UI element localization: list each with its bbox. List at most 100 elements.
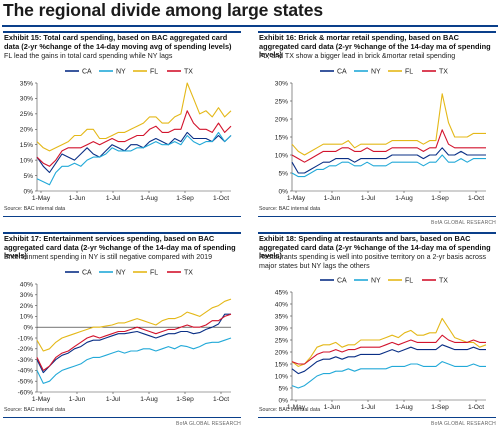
panel-rule xyxy=(3,232,241,234)
y-tick-label: 0% xyxy=(278,188,288,195)
y-tick-label: 0% xyxy=(278,397,288,404)
y-tick-label: 30% xyxy=(275,80,288,87)
x-tick-label: 1-Oct xyxy=(213,396,229,403)
x-tick-label: 1-Jul xyxy=(106,396,121,403)
y-tick-label: 20% xyxy=(275,349,288,356)
y-tick-label: -20% xyxy=(18,346,34,353)
series-line-tx xyxy=(291,129,486,163)
legend-label-fl: FL xyxy=(150,270,158,277)
legend-label-ny: NY xyxy=(371,69,381,76)
y-tick-label: 40% xyxy=(275,301,288,308)
y-tick-label: 10% xyxy=(275,373,288,380)
exhibit-subtitle: Restaurants spending is well into positi… xyxy=(259,253,487,270)
y-tick-label: 30% xyxy=(20,292,33,299)
legend: CA NY FL TX xyxy=(65,69,193,76)
y-tick-label: 15% xyxy=(275,361,288,368)
y-tick-label: 5% xyxy=(278,170,288,177)
series-line-ca xyxy=(291,344,486,375)
series-line-ny xyxy=(36,131,232,186)
x-tick-label: 1-Aug xyxy=(140,195,158,202)
y-tick-label: 25% xyxy=(20,111,33,118)
exhibit-18-chart: CA NY FL TX 0% 5% 10% 15% 20% 25% 30% 35% 40% 45% 1-Ma… xyxy=(275,278,487,411)
exhibit-title: Exhibit 15: Total card spending, based o… xyxy=(4,33,232,51)
y-tick-label: 30% xyxy=(20,96,33,103)
x-tick-label: 1-Sep xyxy=(176,195,194,202)
exhibit-title: Exhibit 18: Spending at restaurants and … xyxy=(259,234,491,261)
y-tick-label: 30% xyxy=(275,325,288,332)
source-note: Source: BAC internal data xyxy=(259,407,321,413)
y-tick-label: -10% xyxy=(18,335,34,342)
x-tick-label: 1-May xyxy=(287,404,306,411)
source-note: Source: BAC internal data xyxy=(4,206,66,212)
x-tick-label: 1-Sep xyxy=(431,404,449,411)
x-tick-label: 1-Jun xyxy=(324,195,341,202)
series-line-ny xyxy=(291,154,486,178)
series-line-ca xyxy=(291,147,486,174)
x-tick-label: 1-Aug xyxy=(140,396,158,403)
panel-rule xyxy=(258,216,496,217)
exhibit-title: Exhibit 17: Entertainment services spend… xyxy=(4,234,236,261)
legend: CA NY FL TX xyxy=(65,270,193,277)
page-title: The regional divide among large states xyxy=(3,0,324,20)
exhibit-17-panel: Exhibit 17: Entertainment services spend… xyxy=(3,232,241,428)
x-tick-label: 1-Jun xyxy=(69,396,86,403)
legend-label-tx: TX xyxy=(184,270,193,277)
source-note: Source: BAC internal data xyxy=(4,407,66,413)
panel-rule xyxy=(3,417,241,418)
legend-label-ca: CA xyxy=(82,270,92,277)
panel-rule xyxy=(258,31,496,33)
legend-label-ny: NY xyxy=(116,270,126,277)
legend-label-tx: TX xyxy=(439,69,448,76)
exhibit-15-chart: CA NY FL TX 0% 5% 10% 15% 20% 25% 30% 35% 1-May 1-Jun… xyxy=(20,69,232,202)
legend-label-ca: CA xyxy=(337,69,347,76)
x-tick-label: 1-Jul xyxy=(361,404,376,411)
legend-label-ny: NY xyxy=(116,69,126,76)
legend-label-ca: CA xyxy=(337,278,347,285)
source-note: Source: BAC internal data xyxy=(259,206,321,212)
legend: CA NY FL TX xyxy=(320,278,448,285)
x-tick-label: 1-Aug xyxy=(395,195,413,202)
x-tick-label: 1-Aug xyxy=(395,404,413,411)
y-tick-label: 15% xyxy=(20,142,33,149)
legend-label-ca: CA xyxy=(82,69,92,76)
y-tick-label: -40% xyxy=(18,368,34,375)
x-tick-label: 1-Jul xyxy=(106,195,121,202)
x-tick-label: 1-May xyxy=(32,396,51,403)
series-line-fl xyxy=(291,93,486,156)
series-line-ny xyxy=(291,361,486,389)
series-line-tx xyxy=(36,313,232,371)
legend-label-tx: TX xyxy=(184,69,193,76)
exhibit-subtitle: FL lead the gains in total card spending… xyxy=(4,52,173,60)
y-tick-label: 0% xyxy=(23,188,33,195)
y-tick-label: 15% xyxy=(275,134,288,141)
y-tick-label: 20% xyxy=(20,127,33,134)
legend-label-fl: FL xyxy=(150,69,158,76)
y-tick-label: 20% xyxy=(20,303,33,310)
y-tick-label: 5% xyxy=(23,173,33,180)
brand-label: BofA GLOBAL RESEARCH xyxy=(431,421,496,427)
y-tick-label: -30% xyxy=(18,357,34,364)
x-tick-label: 1-Oct xyxy=(468,404,484,411)
legend-label-fl: FL xyxy=(405,278,413,285)
y-tick-label: 10% xyxy=(20,314,33,321)
exhibit-title: Exhibit 16: Brick & mortar retail spendi… xyxy=(259,33,491,60)
exhibit-15-panel: Exhibit 15: Total card spending, based o… xyxy=(3,31,241,227)
y-tick-label: 25% xyxy=(275,98,288,105)
legend-label-fl: FL xyxy=(405,69,413,76)
exhibit-17-chart: CA NY FL TX -60% -50% -40% -30% -20% -10% 0% 10% 20%… xyxy=(18,270,232,403)
x-tick-label: 1-Jul xyxy=(361,195,376,202)
y-tick-label: -60% xyxy=(18,389,34,396)
exhibit-18-panel: Exhibit 18: Spending at restaurants and … xyxy=(258,232,496,428)
y-tick-label: 10% xyxy=(20,157,33,164)
x-tick-label: 1-Jun xyxy=(69,195,86,202)
legend-label-ny: NY xyxy=(371,278,381,285)
x-tick-label: 1-Jun xyxy=(324,404,341,411)
series-line-fl xyxy=(36,298,232,352)
y-tick-label: 40% xyxy=(20,281,33,288)
brand-label: BofA GLOBAL RESEARCH xyxy=(431,220,496,226)
x-tick-label: 1-Oct xyxy=(468,195,484,202)
y-tick-label: 45% xyxy=(275,289,288,296)
y-tick-label: 5% xyxy=(278,385,288,392)
y-tick-label: 35% xyxy=(20,80,33,87)
series-line-tx xyxy=(36,110,232,167)
